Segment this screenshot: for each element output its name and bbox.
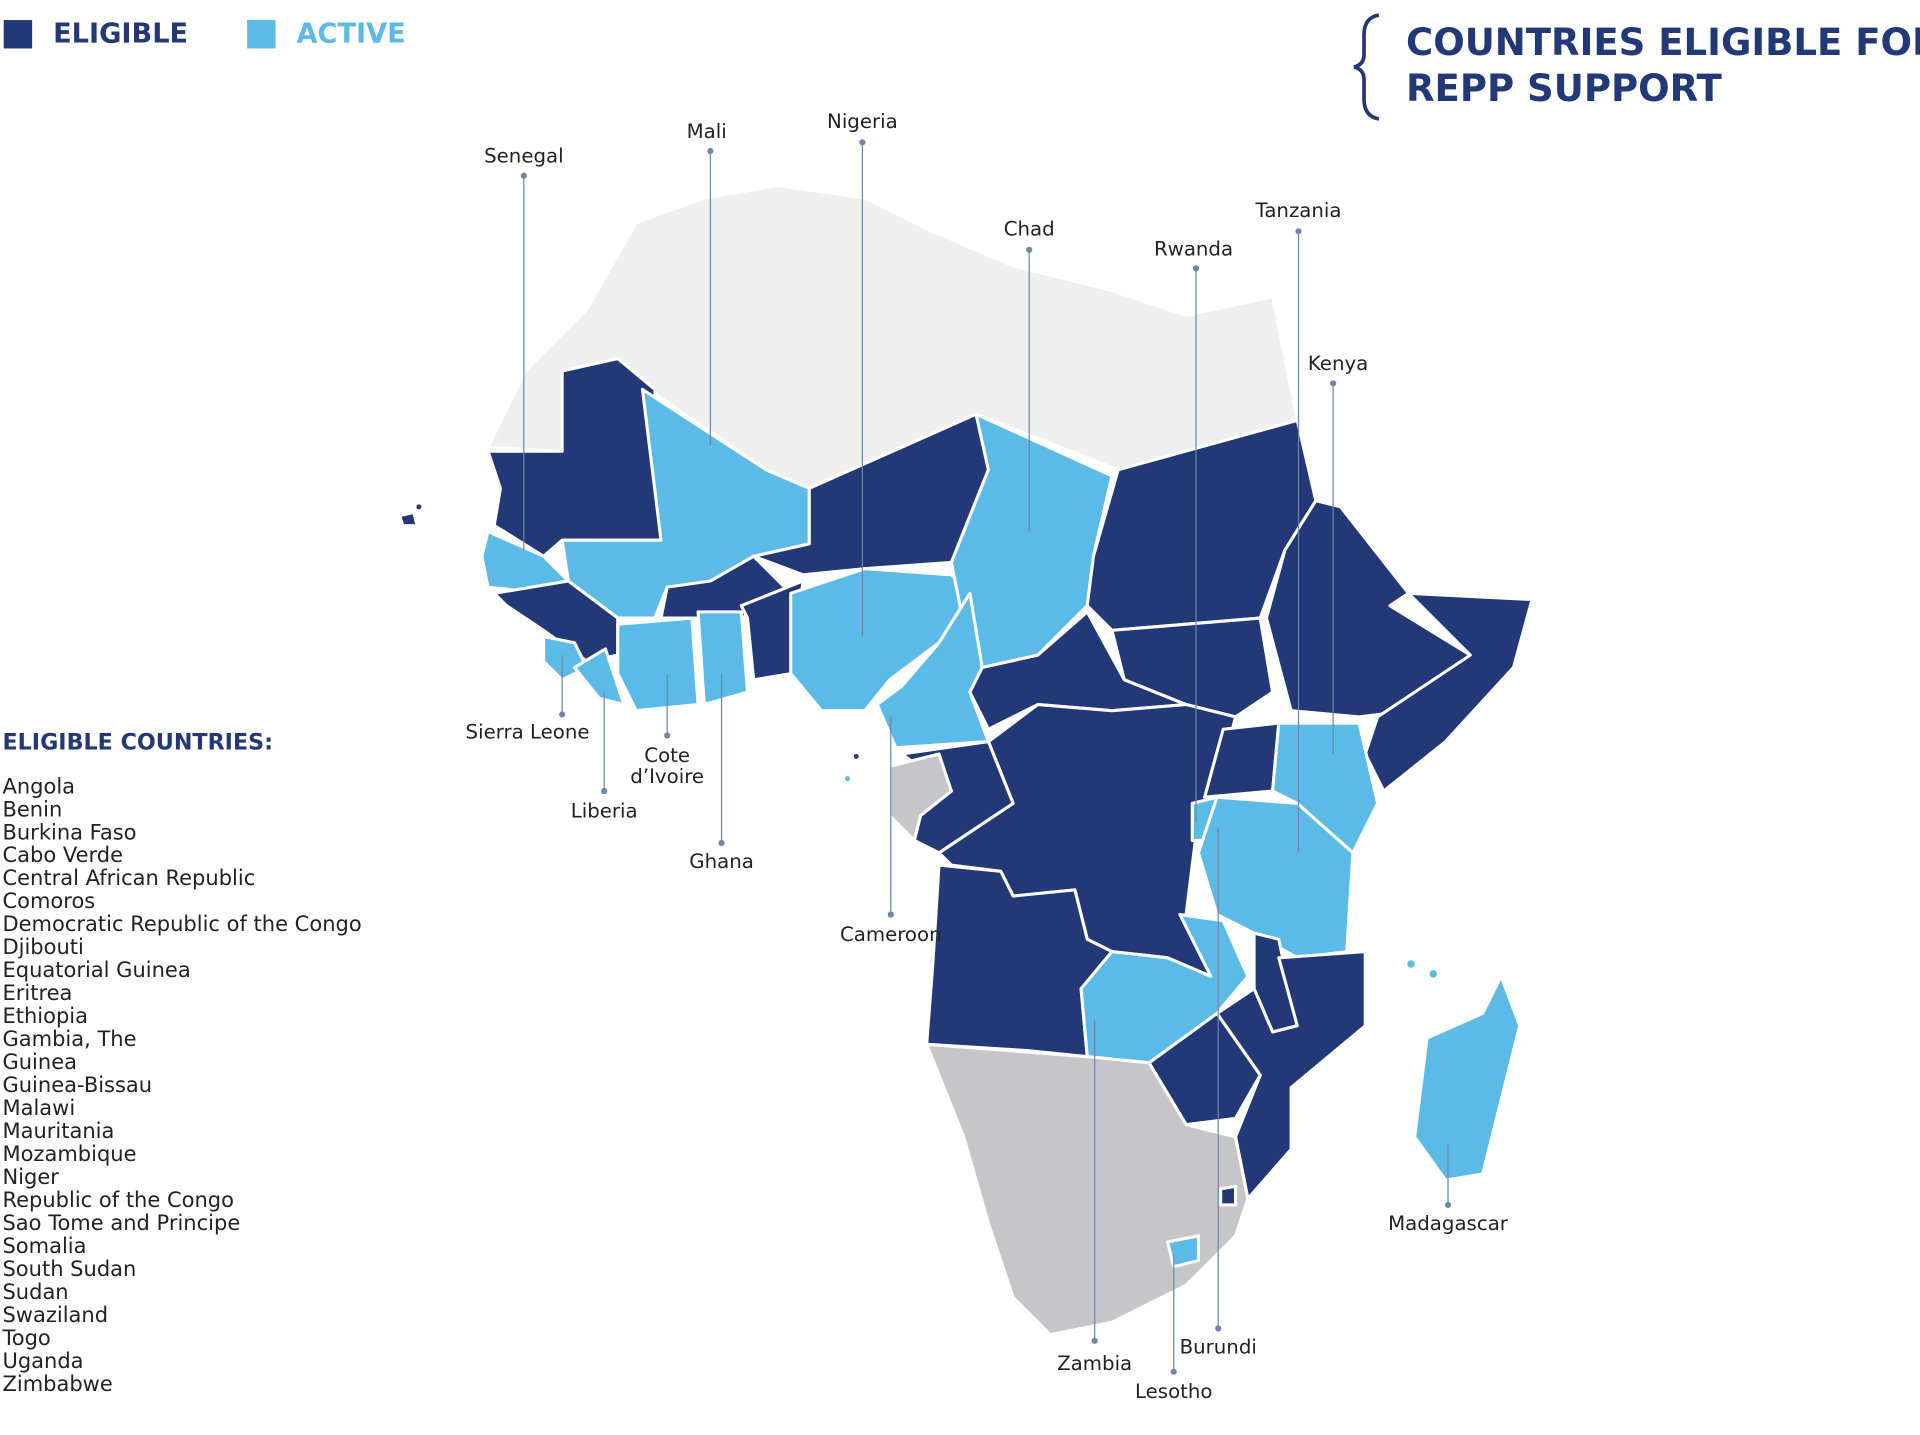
swaziland <box>1219 1184 1238 1207</box>
eligible-country: Mozambique <box>2 1142 136 1166</box>
gabon <box>888 752 953 842</box>
title-line: REPP SUPPORT <box>1406 67 1722 110</box>
eligible-country: Swaziland <box>2 1303 108 1327</box>
island <box>845 776 851 782</box>
eligible-country: Angola <box>2 774 75 798</box>
eligible-country: Sudan <box>2 1280 68 1304</box>
legend-swatch <box>247 20 276 49</box>
legend: ELIGIBLE ACTIVE <box>3 18 406 49</box>
eligible-country: Sao Tome and Principe <box>2 1211 240 1235</box>
callout-label: Lesotho <box>1135 1380 1213 1403</box>
nigeria <box>789 567 972 713</box>
legend-label: ACTIVE <box>297 18 406 49</box>
eligible-country: Niger <box>2 1165 59 1189</box>
callout-dot <box>859 139 866 146</box>
eligible-country: Cabo Verde <box>2 843 123 867</box>
callout-dot <box>1192 265 1200 272</box>
cabo-verde-island <box>416 504 422 510</box>
legend-label: ELIGIBLE <box>53 18 188 49</box>
africa-map <box>401 184 1534 1337</box>
eligible-country: Guinea <box>2 1050 77 1074</box>
cote-divoire <box>616 616 700 713</box>
callout-dot <box>1170 1368 1177 1375</box>
eligible-country: South Sudan <box>2 1257 136 1281</box>
togo-benin <box>739 579 805 682</box>
eligible-country: Guinea-Bissau <box>2 1073 152 1097</box>
callout-label: Senegal <box>484 145 563 168</box>
eligible-country: Gambia, The <box>2 1027 136 1051</box>
eligible-country: Benin <box>2 797 62 821</box>
liberia <box>572 647 626 707</box>
callout-dot <box>1330 380 1337 387</box>
madagascar <box>1413 974 1522 1182</box>
eligible-country: Republic of the Congo <box>2 1188 233 1212</box>
eligible-country: Comoros <box>2 889 95 913</box>
lesotho <box>1166 1234 1200 1269</box>
callout-label: Mali <box>687 120 727 143</box>
eligible-country: Eritrea <box>2 981 72 1005</box>
title-brace <box>1353 13 1380 121</box>
cabo-verde <box>401 514 416 525</box>
eligible-heading: ELIGIBLE COUNTRIES: <box>2 729 273 755</box>
callout-label: d’Ivoire <box>630 765 704 788</box>
callout-label: Nigeria <box>827 110 898 133</box>
callouts: Senegal Mali Nigeria Chad Rwanda Tanzania Keny… <box>466 110 1509 1403</box>
callout-label: Liberia <box>571 800 638 823</box>
eligible-country: Djibouti <box>2 935 83 959</box>
callout-dot <box>887 911 894 918</box>
eligible-country: Malawi <box>2 1096 75 1120</box>
legend-swatch <box>3 20 33 49</box>
callout-dot <box>1444 1201 1452 1209</box>
eligible-country: Burkina Faso <box>2 820 136 844</box>
ghana <box>696 610 750 707</box>
callout-label: Cote <box>644 744 690 767</box>
sao-tome-island <box>853 753 859 759</box>
callout-dot <box>1215 1325 1222 1332</box>
callout-label: Zambia <box>1057 1352 1132 1375</box>
callout-label: Tanzania <box>1255 199 1342 222</box>
eligible-country: Central African Republic <box>2 866 255 890</box>
callout-label: Ghana <box>689 850 754 873</box>
eligible-country: Somalia <box>2 1234 86 1258</box>
callout-dot <box>601 787 608 795</box>
callout-dot <box>520 172 527 179</box>
comoros-island <box>1407 960 1415 968</box>
callout-dot <box>664 732 671 739</box>
comoros-island <box>1429 970 1437 978</box>
callout-dot <box>559 711 566 718</box>
title-line: COUNTRIES ELIGIBLE FOR <box>1406 21 1920 64</box>
callout-dot <box>1091 1337 1098 1344</box>
callout-dot <box>707 147 714 155</box>
eligible-country: Democratic Republic of the Congo <box>2 912 361 936</box>
mauritania <box>486 357 663 558</box>
callout-label: Kenya <box>1308 352 1368 375</box>
southern-africa <box>925 1042 1250 1337</box>
eligible-country: Zimbabwe <box>2 1372 112 1396</box>
callout-label: Sierra Leone <box>466 720 590 743</box>
callout-label: Rwanda <box>1154 237 1233 260</box>
callout-dot <box>1295 228 1302 235</box>
callout-label: Cameroon <box>840 923 942 946</box>
callout-dot <box>718 839 725 846</box>
eligible-country: Uganda <box>2 1349 83 1373</box>
somalia <box>1363 591 1534 793</box>
eligible-country: Mauritania <box>2 1119 114 1143</box>
eligible-country: Equatorial Guinea <box>2 958 190 982</box>
callout-label: Madagascar <box>1388 1212 1509 1235</box>
eligible-country: Togo <box>1 1326 50 1350</box>
callout-dot <box>1026 246 1033 253</box>
eligible-country: Ethiopia <box>2 1004 88 1028</box>
callout-label: Burundi <box>1180 1336 1257 1359</box>
callout-label: Chad <box>1004 218 1055 241</box>
